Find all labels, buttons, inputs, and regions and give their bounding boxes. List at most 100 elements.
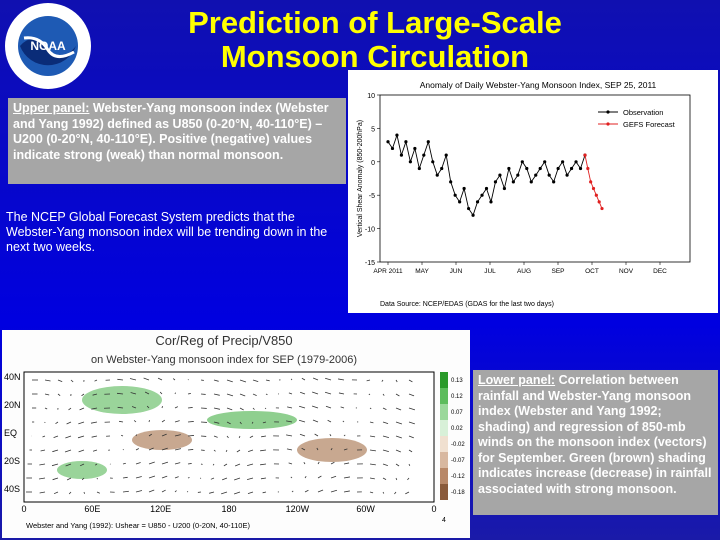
vector — [161, 475, 168, 479]
vector — [238, 435, 241, 439]
vector — [39, 463, 46, 466]
vector — [408, 379, 413, 383]
vector — [369, 449, 376, 452]
vector — [53, 435, 59, 439]
vector — [129, 378, 137, 381]
vector — [213, 421, 220, 424]
point — [471, 213, 475, 217]
vector — [324, 391, 332, 395]
vector — [161, 419, 166, 423]
vector — [213, 379, 219, 382]
x-tick-label: DEC — [653, 268, 667, 275]
vector — [121, 434, 124, 437]
lon-label: 120E — [150, 504, 171, 514]
point — [399, 153, 404, 157]
lat-label: 20S — [4, 456, 20, 466]
vector — [366, 379, 371, 382]
vector — [395, 477, 398, 481]
vector — [130, 392, 137, 395]
point — [597, 200, 601, 204]
lat-label: EQ — [4, 428, 17, 438]
vector — [298, 419, 306, 423]
vector — [262, 421, 267, 424]
vector — [42, 435, 46, 438]
vector — [408, 407, 416, 411]
vector — [343, 490, 350, 493]
vector — [209, 491, 215, 494]
lat-label: 40N — [4, 372, 21, 382]
vector — [213, 407, 221, 410]
vector — [382, 449, 389, 452]
point — [386, 140, 390, 144]
vector — [369, 463, 376, 466]
vector — [212, 463, 215, 466]
vector — [159, 391, 163, 395]
colorbar-cell — [440, 468, 448, 484]
lon-label: 120W — [286, 504, 310, 514]
svg-text:NOAA: NOAA — [30, 39, 66, 53]
point — [417, 166, 421, 171]
vector — [161, 447, 168, 451]
vector — [303, 462, 306, 465]
point — [426, 140, 430, 144]
lower-note: Lower panel: Correlation between rainfal… — [473, 370, 718, 515]
vector — [369, 491, 374, 494]
vector — [382, 463, 388, 466]
point — [431, 160, 435, 164]
vector — [299, 433, 306, 437]
vector — [174, 420, 180, 423]
point — [493, 180, 498, 184]
vector — [247, 491, 254, 494]
vector — [252, 393, 257, 396]
vector — [133, 420, 137, 423]
point — [498, 173, 502, 177]
x-tick-label: OCT — [585, 268, 599, 275]
vector — [407, 477, 410, 481]
point — [484, 186, 489, 191]
vector — [312, 391, 319, 395]
vector — [39, 491, 46, 494]
point — [449, 180, 453, 184]
vector — [408, 393, 415, 397]
vector — [299, 391, 306, 395]
vector — [265, 379, 270, 382]
vector — [288, 462, 293, 465]
point — [529, 180, 533, 184]
vector — [116, 392, 124, 395]
vector — [290, 476, 293, 479]
vector — [382, 477, 387, 480]
vector — [66, 477, 72, 481]
point — [594, 193, 598, 197]
vector — [55, 421, 59, 425]
vector — [148, 475, 156, 479]
vector — [395, 407, 402, 411]
vector-scale: 4 — [442, 517, 446, 524]
point — [556, 166, 560, 171]
point — [552, 180, 556, 184]
x-tick-label: JUN — [450, 268, 463, 275]
point — [466, 206, 471, 211]
vector — [286, 434, 293, 437]
lon-label: 60W — [356, 504, 375, 514]
vector — [57, 379, 63, 383]
vector — [65, 463, 72, 467]
vector — [187, 463, 192, 465]
point — [462, 186, 466, 191]
point — [511, 180, 515, 184]
vector — [343, 476, 350, 479]
point — [547, 173, 551, 177]
map-title: Cor/Reg of Precip/V850 — [155, 333, 292, 348]
vector — [81, 477, 85, 481]
colorbar: 0.13 0.12 0.07 0.02 -0.02 -0.07 -0.12 -0.18 — [440, 372, 465, 500]
vector — [249, 435, 254, 438]
label: Lower panel: — [478, 373, 556, 387]
vector — [174, 490, 177, 493]
source: Data Source: NCEP/EDAS (GDAS for the las… — [380, 301, 554, 308]
vector — [83, 491, 85, 494]
vector — [239, 393, 246, 397]
point — [453, 193, 457, 197]
vector — [135, 434, 137, 437]
point — [543, 160, 547, 164]
vector — [395, 393, 400, 397]
